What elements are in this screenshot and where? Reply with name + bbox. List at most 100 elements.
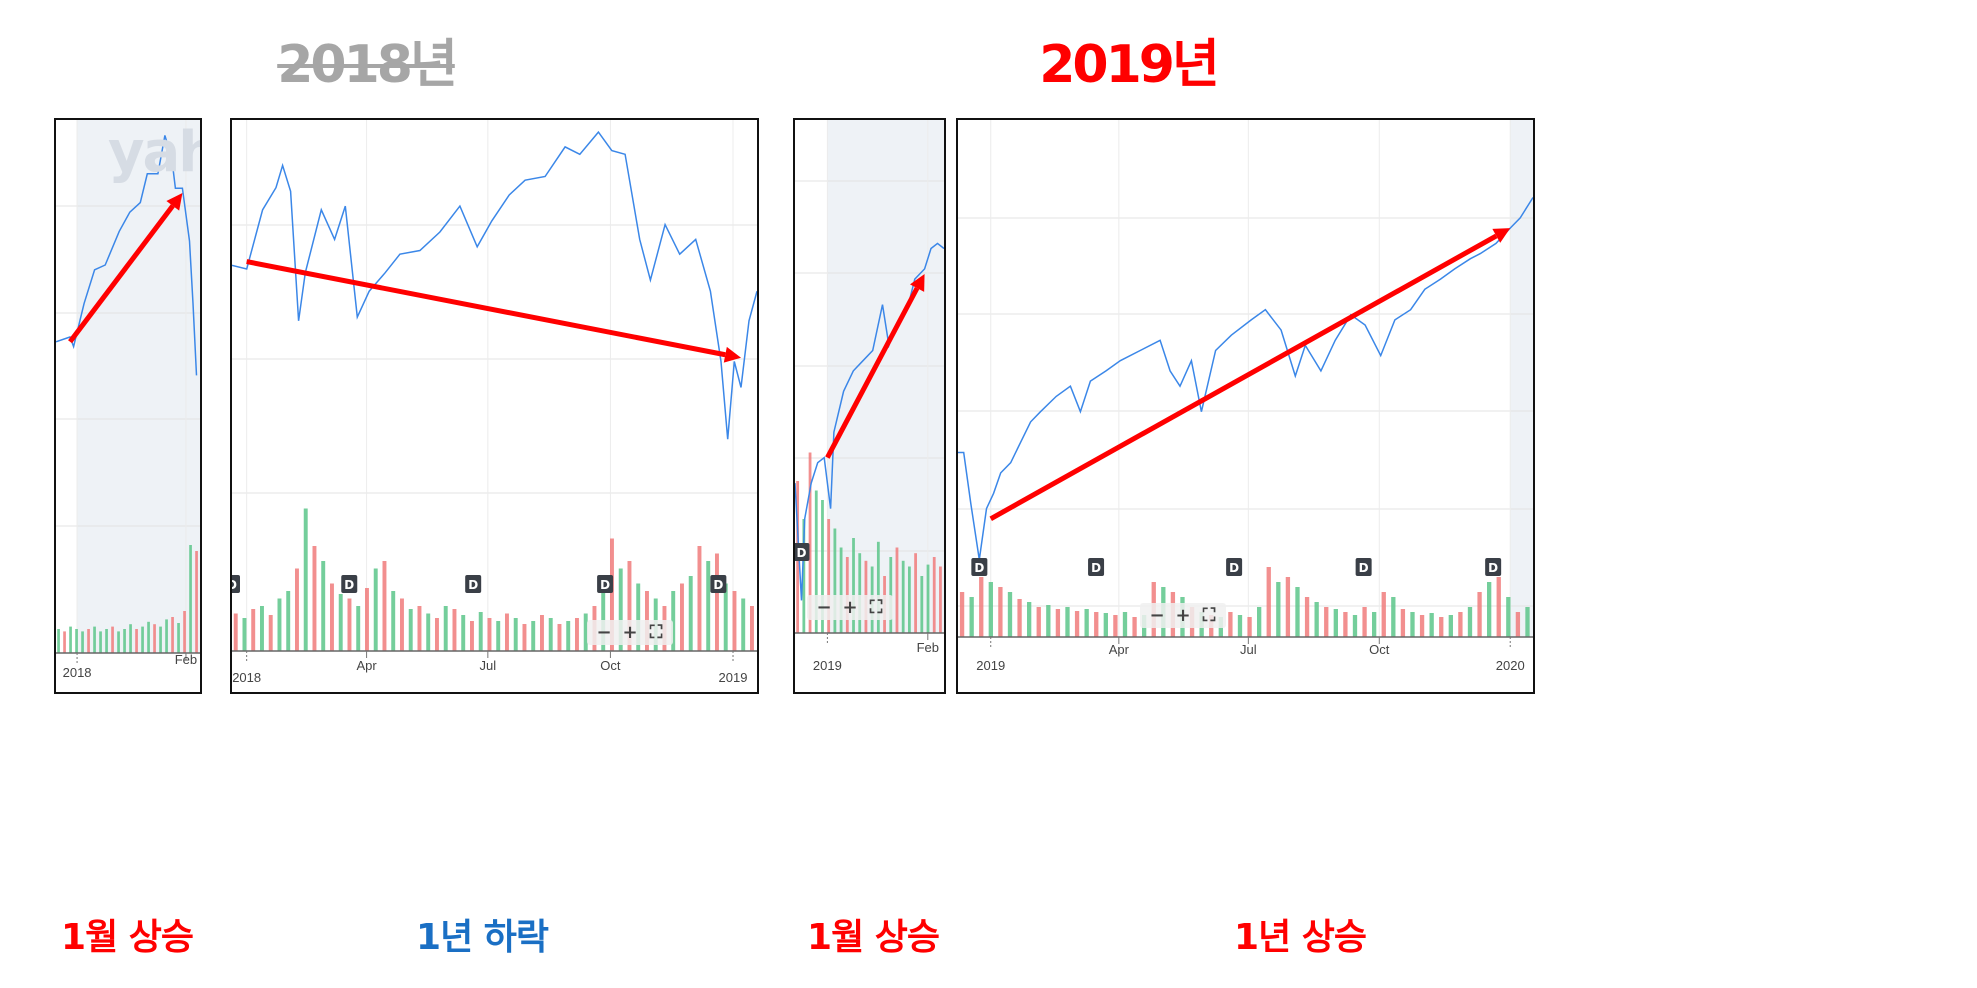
volume-bar [680, 583, 684, 651]
volume-bar [1065, 607, 1070, 637]
volume-bar [1419, 615, 1425, 637]
volume-bar [189, 545, 192, 653]
chart-panel-jan-2018: 2018 Feb yaho [54, 118, 202, 694]
dividend-badge [795, 543, 810, 561]
yahoo-watermark-logo: yaho [108, 120, 200, 185]
volume-bar [1132, 617, 1137, 637]
volume-bar [330, 583, 334, 651]
volume-bar [998, 587, 1003, 637]
volume-bar [183, 611, 186, 653]
volume-bar [575, 618, 579, 651]
volume-bar [260, 606, 264, 651]
dividend-badge [1226, 558, 1243, 576]
volume-bar [939, 566, 942, 633]
dividend-badge [465, 575, 482, 593]
volume-bar [610, 538, 614, 651]
volume-bar [63, 631, 66, 653]
volume-bar [233, 613, 238, 651]
chart-panel-year-2019: 2019 Apr Jul Oct 2020 D D D D D − + ⛶ [956, 118, 1535, 694]
zoom-out-button[interactable]: − [816, 597, 832, 618]
zoom-in-button[interactable]: + [842, 597, 858, 618]
trend-arrow-head [1492, 228, 1511, 243]
dividend-badge [232, 575, 240, 593]
volume-bar [907, 566, 911, 633]
volume-bar [487, 618, 492, 651]
volume-bar [636, 583, 641, 651]
volume-bar [1477, 592, 1482, 637]
volume-bar [426, 613, 431, 651]
trend-arrow-head [166, 193, 183, 211]
volume-bar [1113, 615, 1118, 637]
volume-bar [99, 631, 102, 653]
volume-bar [1094, 612, 1099, 637]
volume-bar [286, 591, 291, 651]
volume-bar [969, 597, 974, 637]
volume-bar [87, 629, 90, 653]
x-tick-label: 2019 [719, 670, 748, 685]
volume-bar [557, 624, 562, 651]
volume-bar [808, 452, 812, 633]
volume-bar [1074, 611, 1080, 637]
volume-bar [1496, 577, 1501, 637]
fullscreen-button[interactable]: ⛶ [1202, 605, 1216, 626]
dividend-badge [710, 575, 727, 593]
zoom-in-button[interactable]: + [622, 622, 638, 643]
volume-bar [382, 561, 387, 651]
chart-panel-jan-2019: 2019 Feb D − + ⛶ [793, 118, 946, 694]
volume-bar [277, 598, 282, 651]
volume-bar [123, 629, 126, 653]
volume-bar [111, 626, 114, 653]
volume-bar [895, 547, 899, 633]
zoom-out-button[interactable]: − [1149, 605, 1165, 626]
volume-bar [1381, 592, 1386, 637]
dividend-badge [1485, 558, 1502, 576]
volume-bar [979, 577, 984, 637]
volume-bar [723, 583, 728, 651]
dividend-badge-label: D [974, 561, 984, 575]
x-tick-label: 2019 [976, 658, 1005, 673]
volume-bar [435, 618, 439, 651]
volume-bar [522, 624, 527, 651]
volume-bar [347, 598, 352, 651]
fullscreen-button[interactable]: ⛶ [649, 622, 663, 643]
x-tick-label: Apr [1109, 642, 1130, 657]
volume-bar [1458, 612, 1463, 637]
volume-bar [750, 606, 754, 651]
dividend-badge-label: D [232, 578, 237, 592]
volume-bar [1525, 607, 1530, 637]
volume-bar [1439, 617, 1444, 637]
volume-bar [1237, 615, 1243, 637]
caption-jan-2019: 1월 상승 [807, 917, 940, 958]
volume-bar [117, 631, 120, 653]
volume-bar [195, 551, 198, 653]
volume-bar [1448, 615, 1453, 637]
volume-bar [57, 629, 60, 653]
volume-bar [1314, 602, 1319, 637]
volume-bar [1372, 612, 1377, 637]
shaded-region [77, 120, 200, 653]
volume-bar [1487, 582, 1492, 637]
volume-bar [478, 612, 483, 651]
volume-bar [901, 560, 905, 633]
dividend-badge-label: D [796, 546, 806, 560]
volume-bar [177, 623, 180, 653]
volume-bar [1046, 605, 1051, 637]
volume-bar [452, 609, 457, 651]
zoom-out-button[interactable]: − [596, 622, 612, 643]
heading-2018: 2018년 [277, 35, 458, 95]
volume-bar [461, 615, 466, 651]
volume-bar [1027, 602, 1032, 637]
volume-bar [876, 541, 880, 633]
zoom-in-button[interactable]: + [1175, 605, 1191, 626]
dividend-badge-label: D [1229, 561, 1239, 575]
volume-bar [129, 624, 132, 653]
volume-bar [470, 621, 474, 651]
heading-2019: 2019년 [1039, 35, 1220, 95]
x-tick-label: 2018 [232, 670, 261, 685]
volume-bar [417, 606, 422, 651]
price-line [232, 130, 757, 440]
dividend-badge [1355, 558, 1372, 576]
x-tick-label: Jul [480, 658, 497, 673]
volume-bar [251, 609, 256, 651]
fullscreen-button[interactable]: ⛶ [869, 597, 883, 618]
